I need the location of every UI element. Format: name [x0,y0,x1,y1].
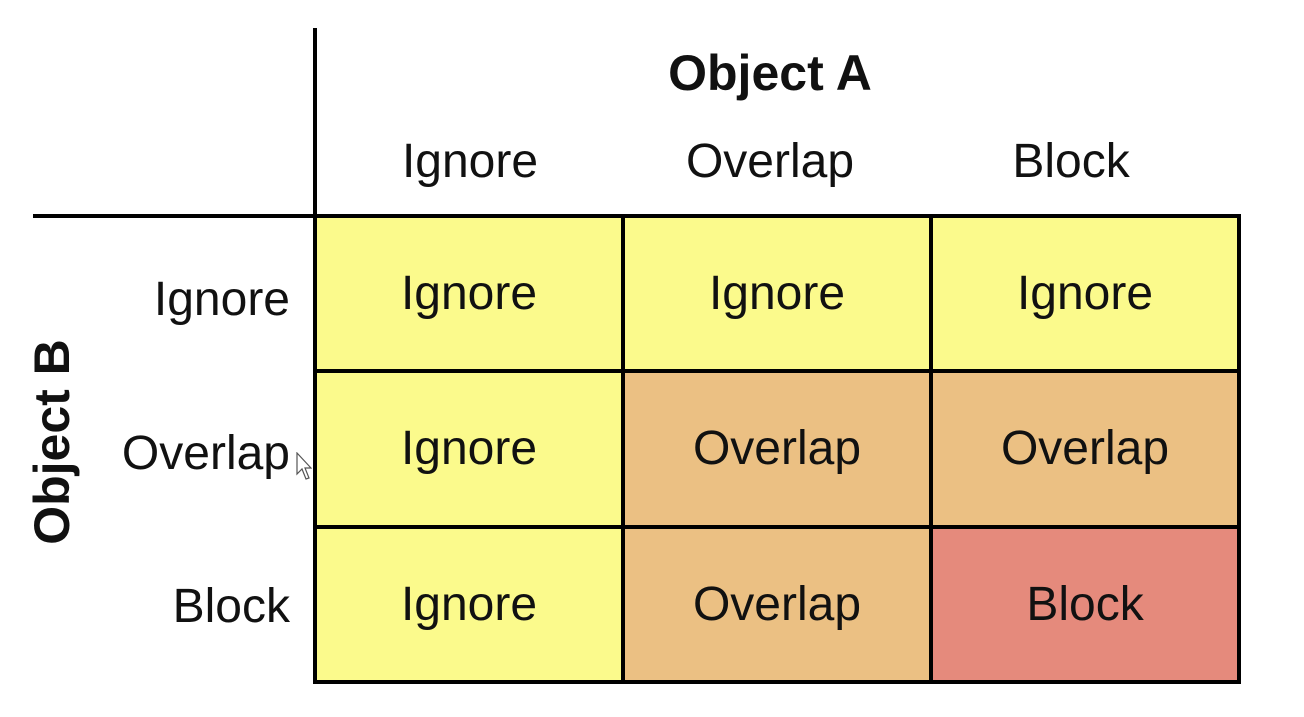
header-divider-horizontal [33,214,315,218]
row-header-block: Block [172,580,290,633]
matrix-cell-block-block: Block [933,528,1237,680]
matrix-cell-ignore-block: Ignore [933,218,1237,370]
matrix-cell-overlap-block: Overlap [933,373,1237,525]
interaction-matrix: Ignore Ignore Ignore Ignore Overlap Over… [313,214,1241,684]
matrix-cell-ignore-overlap: Ignore [625,218,929,370]
header-divider-vertical [313,28,317,218]
matrix-cell-overlap-overlap: Overlap [625,373,929,525]
mouse-cursor-icon [296,452,312,480]
column-header-ignore: Ignore [401,135,539,188]
matrix-cell-ignore-ignore: Ignore [317,218,621,370]
column-header-block: Block [1012,135,1130,188]
object-a-title: Object A [668,45,872,101]
matrix-cell-overlap-ignore: Ignore [317,373,621,525]
matrix-cell-block-overlap: Overlap [625,528,929,680]
matrix-cell-block-ignore: Ignore [317,528,621,680]
column-header-overlap: Overlap [685,135,855,188]
row-header-ignore: Ignore [153,273,290,326]
object-b-title: Object B [24,339,80,545]
row-header-overlap: Overlap [121,427,290,480]
